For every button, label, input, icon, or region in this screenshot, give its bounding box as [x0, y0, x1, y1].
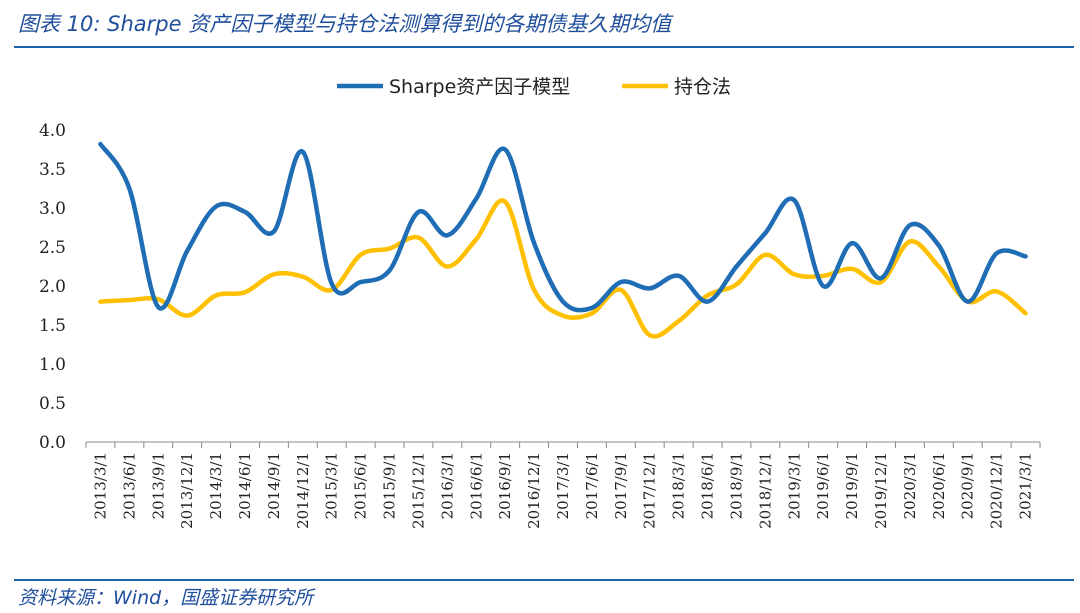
x-tick-label: 2021/3/1: [1017, 452, 1035, 519]
y-tick-label: 3.0: [39, 199, 66, 219]
x-tick-label: 2019/6/1: [814, 452, 832, 519]
x-tick-label: 2018/3/1: [670, 452, 688, 519]
series-line-sharpe: [98, 141, 1028, 313]
y-tick-label: 3.5: [39, 160, 66, 180]
x-tick-label: 2015/3/1: [323, 452, 341, 519]
x-tick-label: 2017/9/1: [612, 452, 630, 519]
legend-label: Sharpe资产因子模型: [389, 76, 570, 98]
x-axis: 2013/3/1 2013/6/1 2013/9/1 2013/12/1 2014/3/…: [85, 441, 1041, 529]
x-tick-label: 2016/3/1: [438, 452, 456, 519]
legend-label: 持仓法: [674, 76, 731, 98]
y-tick-label: 0.0: [39, 433, 66, 453]
x-tick-label: 2013/9/1: [149, 452, 167, 519]
x-tick-label: 2018/6/1: [699, 452, 717, 519]
x-tick-label: 2019/12/1: [872, 452, 890, 529]
x-tick-label: 2018/12/1: [756, 452, 774, 529]
chart-title: 图表 10: Sharpe 资产因子模型与持仓法测算得到的各期债基久期均值: [18, 12, 672, 36]
x-tick-label: 2017/3/1: [554, 452, 572, 519]
x-tick-label: 2014/12/1: [294, 452, 312, 529]
x-tick-label: 2016/9/1: [496, 452, 514, 519]
y-tick-label: 1.0: [39, 355, 66, 375]
y-axis: 0.0 0.5 1.0 1.5 2.0 2.5 3.0 3.5 4.0: [39, 121, 66, 453]
x-tick-label: 2020/12/1: [988, 452, 1006, 529]
y-tick-label: 2.5: [39, 238, 66, 258]
series-lines: [98, 141, 1028, 339]
x-tick-label: 2015/12/1: [409, 452, 427, 529]
x-tick-label: 2017/6/1: [583, 452, 601, 519]
x-tick-label: 2014/3/1: [207, 452, 225, 519]
y-tick-label: 4.0: [39, 121, 66, 141]
x-tick-label: 2020/3/1: [901, 452, 919, 519]
title-divider: [14, 46, 1074, 48]
y-tick-label: 2.0: [39, 277, 66, 297]
x-tick-label: 2014/9/1: [265, 452, 283, 519]
x-tick-label: 2013/12/1: [178, 452, 196, 529]
x-tick-label: 2018/9/1: [727, 452, 745, 519]
x-tick-label: 2016/6/1: [467, 452, 485, 519]
legend: Sharpe资产因子模型 持仓法: [337, 76, 731, 98]
x-tick-label: 2015/6/1: [352, 452, 370, 519]
x-tick-label: 2020/6/1: [930, 452, 948, 519]
x-tick-label: 2013/6/1: [120, 452, 138, 519]
x-tick-label: 2017/12/1: [641, 452, 659, 529]
y-tick-label: 1.5: [39, 316, 66, 336]
x-tick-label: 2016/12/1: [525, 452, 543, 529]
series-line-holdings: [98, 198, 1028, 339]
x-tick-label: 2015/9/1: [381, 452, 399, 519]
source-note: 资料来源：Wind，国盛证券研究所: [18, 587, 314, 609]
source-divider: [14, 579, 1074, 581]
x-tick-label: 2020/9/1: [959, 452, 977, 519]
x-tick-label: 2019/9/1: [843, 452, 861, 519]
x-tick-label: 2013/3/1: [91, 452, 109, 519]
x-tick-label: 2014/6/1: [236, 452, 254, 519]
x-tick-label: 2019/3/1: [785, 452, 803, 519]
y-tick-label: 0.5: [39, 394, 66, 414]
